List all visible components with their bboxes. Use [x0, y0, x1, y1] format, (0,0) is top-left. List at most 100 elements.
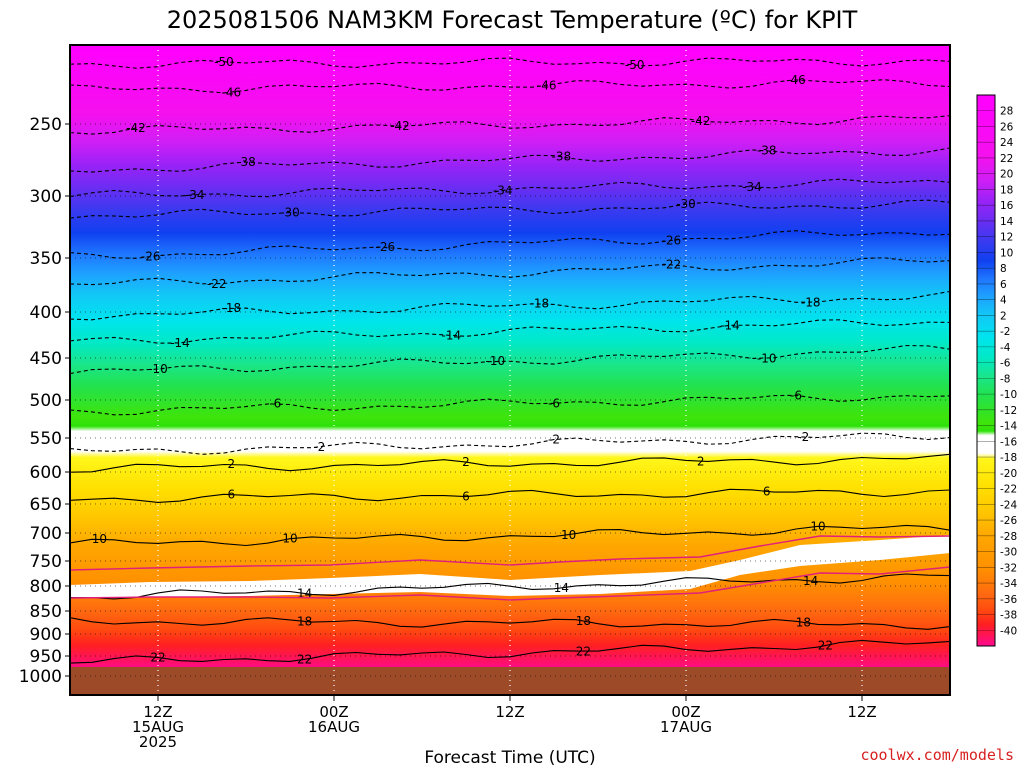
contour-label: 14 — [554, 581, 569, 595]
colorbar-label: 16 — [1000, 200, 1014, 212]
y-tick-label: 800 — [30, 577, 62, 597]
contour-label: -30 — [676, 197, 696, 211]
freezing-level-lines — [70, 535, 950, 601]
x-tick-label: 12Z — [495, 703, 524, 721]
contour-lines — [70, 57, 950, 664]
colorbar-label: -26 — [1000, 515, 1017, 527]
y-tick-label: 500 — [30, 391, 62, 411]
contour-label: 22 — [297, 653, 312, 667]
colorbar-label: 12 — [1000, 232, 1013, 244]
y-axis: 250 300 350 400 450 500 550 600 650 700 750 800 850 9… — [19, 115, 70, 687]
colorbar-label: -22 — [1000, 484, 1017, 496]
contour-line — [70, 230, 950, 259]
colorbar-label: -20 — [1000, 468, 1017, 480]
x-tick-label: 12Z — [847, 703, 876, 721]
contour-line — [70, 57, 950, 69]
contour-label: -38 — [757, 144, 777, 158]
contour-label: 2 — [228, 457, 236, 471]
colorbar-label: 8 — [1000, 263, 1007, 275]
contour-label: -22 — [662, 258, 682, 272]
y-tick-label: 850 — [30, 602, 62, 622]
colorbar-label: -12 — [1000, 405, 1017, 417]
contour-label: -38 — [552, 150, 572, 164]
x-axis-title: Forecast Time (UTC) — [424, 748, 595, 768]
contour-label: -2 — [797, 430, 809, 444]
contour-line — [70, 319, 950, 344]
y-tick-label: 550 — [30, 429, 62, 449]
contour-line — [70, 257, 950, 286]
chart-title: 2025081506 NAM3KM Forecast Temperature (… — [167, 6, 858, 34]
y-tick-label: 400 — [30, 303, 62, 323]
colorbar-label: -32 — [1000, 562, 1017, 574]
colorbar-label: -36 — [1000, 594, 1017, 606]
colorbar-label: -18 — [1000, 452, 1017, 464]
colorbar-label: -34 — [1000, 578, 1017, 590]
contour-label: 2 — [462, 455, 470, 469]
contour-label: 22 — [818, 639, 833, 653]
contour-label: 18 — [796, 615, 811, 629]
contour-label: -10 — [148, 362, 168, 376]
plot-area: -50 -50 -46 -46 -46 -42 -42 -42 -38 -38 -38 -34 -34 -… — [70, 45, 950, 695]
contour-label: 6 — [228, 487, 236, 501]
contour-label: 10 — [282, 532, 297, 546]
contour-label: 22 — [150, 650, 165, 664]
colorbar-label: 2 — [1000, 310, 1007, 322]
contour-label: 22 — [576, 644, 591, 658]
contour-label: -18 — [801, 296, 821, 310]
contour-line — [70, 199, 950, 219]
y-tick-label: 650 — [30, 495, 62, 515]
contour-label: -46 — [537, 78, 557, 92]
colorbar-label: -4 — [1000, 342, 1011, 354]
contour-label: -6 — [790, 388, 802, 402]
contour-label: 2 — [697, 454, 705, 468]
contour-line — [70, 394, 950, 416]
contour-line — [70, 639, 950, 664]
contour-label: 18 — [576, 614, 591, 628]
colorbar-bar — [976, 94, 996, 647]
y-tick-label: 350 — [30, 249, 62, 269]
contour-label: 14 — [803, 574, 818, 588]
colorbar-label: -30 — [1000, 547, 1017, 559]
colorbar-label: 28 — [1000, 106, 1013, 118]
colorbar-label: 4 — [1000, 295, 1007, 307]
contour-labels: -50 -50 -46 -46 -46 -42 -42 -42 -38 -38 -38 -34 -34 -… — [92, 55, 833, 667]
contour-label: -10 — [486, 354, 506, 368]
contour-line — [70, 524, 950, 547]
contour-label: -14 — [442, 329, 462, 343]
y-tick-label: 700 — [30, 524, 62, 544]
contour-line — [70, 115, 950, 135]
x-tick-label: 12Z — [143, 703, 172, 721]
contour-label: -34 — [493, 184, 513, 198]
contour-line — [70, 79, 950, 94]
contour-label: -42 — [390, 119, 410, 133]
colorbar-label: -28 — [1000, 531, 1017, 543]
contour-line — [70, 453, 950, 473]
contour-label: 18 — [297, 615, 312, 629]
x-tick-label: 00Z — [671, 703, 700, 721]
contour-label: -14 — [720, 318, 740, 332]
contour-line — [70, 432, 950, 455]
contour-label: -34 — [742, 180, 762, 194]
contour-label: -22 — [207, 277, 227, 291]
contour-label: -50 — [214, 55, 234, 69]
contour-label: 10 — [561, 528, 576, 542]
contour-label: -34 — [185, 188, 205, 202]
contour-label: -6 — [548, 396, 560, 410]
colorbar-label: -10 — [1000, 389, 1017, 401]
colorbar-label: -8 — [1000, 373, 1010, 385]
contour-line — [70, 178, 950, 198]
contour-label: 10 — [92, 532, 107, 546]
y-tick-label: 300 — [30, 187, 62, 207]
x-tick-label: 17AUG — [660, 718, 712, 736]
contour-line — [70, 617, 950, 630]
colorbar-label: 22 — [1000, 153, 1013, 165]
x-tick-label: 2025 — [139, 733, 177, 751]
y-tick-label: 250 — [30, 115, 62, 135]
y-tick-label: 1000 — [19, 667, 62, 687]
contour-line — [70, 147, 950, 173]
colorbar-label: -38 — [1000, 610, 1017, 622]
colorbar: 28 26 24 22 20 18 16 14 12 10 8 6 4 2 -2 -4 -6 -8 -10 -12 -1… — [977, 106, 1017, 637]
contour-label: -10 — [757, 352, 777, 366]
